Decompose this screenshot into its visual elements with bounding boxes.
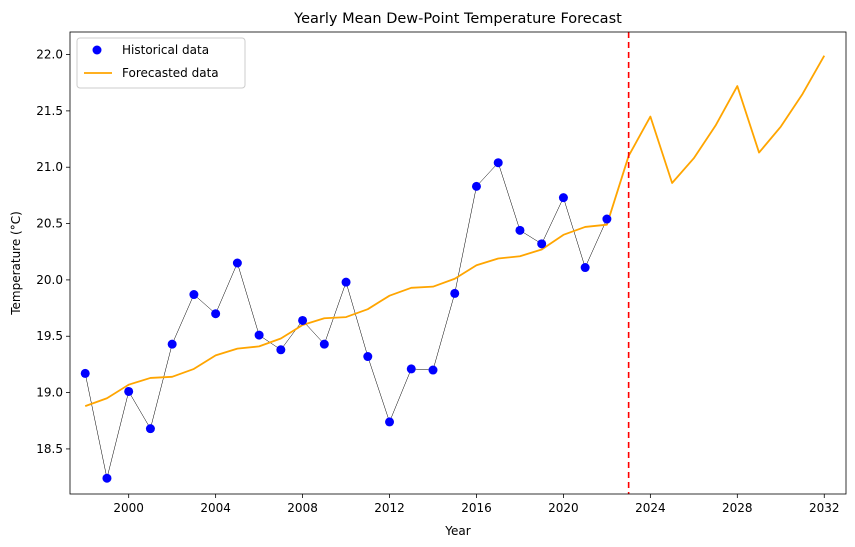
historical-point	[406, 364, 416, 374]
y-tick-label: 20.5	[36, 217, 63, 231]
historical-point	[298, 315, 308, 325]
legend: Historical data Forecasted data	[76, 37, 246, 89]
x-tick-label: 2024	[635, 501, 666, 515]
x-tick-label: 2004	[200, 501, 231, 515]
historical-point	[341, 277, 351, 287]
historical-point	[254, 330, 264, 340]
historical-point	[276, 345, 286, 355]
historical-point	[232, 258, 242, 268]
x-tick-label: 2020	[548, 501, 579, 515]
historical-point	[211, 309, 221, 319]
historical-point	[580, 263, 590, 273]
x-tick-label: 2028	[722, 501, 753, 515]
x-axis: 2000 2004 2008 2012 2016 2020 2024 2028 2032	[113, 494, 840, 515]
x-tick-label: 2012	[374, 501, 405, 515]
plot-frame	[69, 31, 847, 495]
y-tick-label: 19.0	[36, 386, 63, 400]
historical-point	[450, 288, 460, 298]
legend-label-forecast: Forecasted data	[122, 66, 219, 80]
historical-point	[80, 368, 90, 378]
chart-title: Yearly Mean Dew-Point Temperature Foreca…	[293, 11, 622, 27]
historical-point	[102, 473, 112, 483]
x-tick-label: 2016	[461, 501, 492, 515]
forecast-line	[84, 55, 826, 407]
historical-point	[124, 386, 134, 396]
y-tick-label: 18.5	[36, 442, 63, 456]
x-tick-label: 2032	[809, 501, 840, 515]
y-tick-label: 22.0	[36, 48, 63, 62]
historical-point	[515, 225, 525, 235]
y-axis: 18.5 19.0 19.5 20.0 20.5 21.0 21.5 22.0	[36, 48, 70, 456]
historical-point	[471, 181, 481, 191]
historical-point	[602, 214, 612, 224]
y-tick-label: 21.5	[36, 104, 63, 118]
historical-point	[537, 239, 547, 249]
historical-point	[167, 339, 177, 349]
x-tick-label: 2008	[287, 501, 318, 515]
legend-box	[76, 37, 246, 89]
historical-point	[145, 424, 155, 434]
historical-point	[363, 352, 373, 362]
x-axis-title: Year	[444, 524, 470, 538]
historical-point	[319, 339, 329, 349]
y-tick-label: 20.0	[36, 273, 63, 287]
y-axis-title: Temperature (°C)	[9, 211, 23, 316]
x-tick-label: 2000	[113, 501, 144, 515]
plot-area	[80, 32, 826, 494]
y-tick-label: 19.5	[36, 329, 63, 343]
historical-point	[493, 158, 503, 168]
historical-point	[428, 365, 438, 375]
historical-point	[558, 193, 568, 203]
historical-point	[385, 417, 395, 427]
y-tick-label: 21.0	[36, 160, 63, 174]
legend-marker-historical	[92, 45, 102, 55]
historical-point	[189, 290, 199, 300]
legend-label-historical: Historical data	[122, 43, 209, 57]
